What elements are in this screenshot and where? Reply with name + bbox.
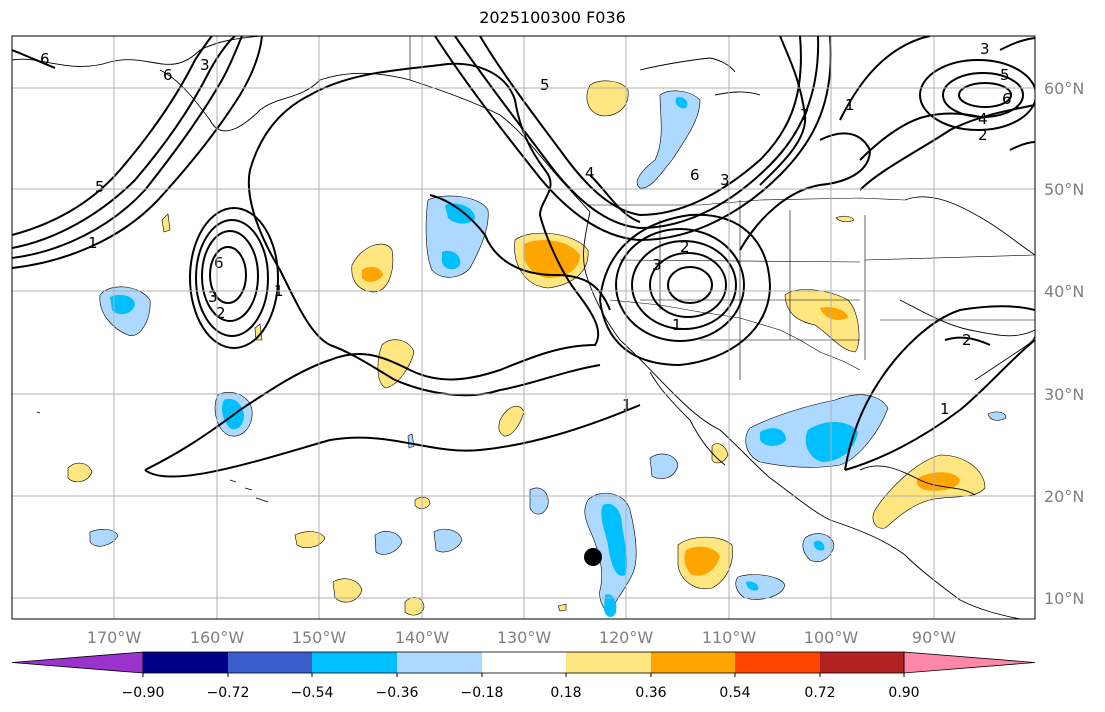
lon-label: 110°W bbox=[702, 628, 757, 647]
contour-label: 1 bbox=[940, 400, 950, 418]
map-title: 2025100300 F036 bbox=[479, 8, 626, 27]
contour-label: 2 bbox=[978, 126, 988, 144]
contour-label: 1 bbox=[622, 396, 632, 414]
colorbar-frame bbox=[142, 651, 905, 674]
colorbar-segment bbox=[735, 652, 820, 673]
colorbar-label: −0.18 bbox=[461, 685, 504, 701]
colorbar-label: 0.36 bbox=[635, 685, 666, 701]
lat-label: 60°N bbox=[1044, 79, 1084, 98]
colorbar-label: 0.18 bbox=[550, 685, 581, 701]
shaded-anomalies bbox=[67, 80, 1007, 618]
contour-label: 1 bbox=[672, 316, 682, 334]
contour-label: 5 bbox=[1000, 66, 1010, 84]
lon-label: 170°W bbox=[87, 628, 142, 647]
colorbar-label: 0.90 bbox=[888, 685, 919, 701]
contour-label: 4 bbox=[978, 110, 988, 128]
contour-label: 1 bbox=[88, 234, 98, 252]
gridlines bbox=[12, 36, 1035, 619]
lat-label: 20°N bbox=[1044, 487, 1084, 506]
lat-axis-labels: 60°N 50°N 40°N 30°N 20°N 10°N bbox=[1044, 79, 1084, 608]
lat-label: 50°N bbox=[1044, 180, 1084, 199]
colorbar-label: −0.90 bbox=[122, 685, 165, 701]
lon-label: 120°W bbox=[599, 628, 654, 647]
contour-label: 6 bbox=[1002, 90, 1012, 108]
colorbar-label: 0.72 bbox=[804, 685, 835, 701]
lat-label: 30°N bbox=[1044, 385, 1084, 404]
contour-label: 5 bbox=[95, 178, 105, 196]
contour-label: 6 bbox=[690, 166, 700, 184]
contour-label: 6 bbox=[163, 66, 173, 84]
lon-label: 90°W bbox=[912, 628, 956, 647]
colorbar-segment bbox=[397, 652, 482, 673]
lon-label: 160°W bbox=[190, 628, 245, 647]
colorbar: −0.90 −0.72 −0.54 −0.36 −0.18 0.18 0.36 0.54 0.7… bbox=[11, 651, 1036, 701]
lon-axis-labels: 170°W 160°W 150°W 140°W 130°W 120°W 110°… bbox=[87, 628, 956, 647]
colorbar-segment bbox=[228, 652, 312, 673]
contour-label: 7 bbox=[800, 106, 810, 124]
lon-label: 100°W bbox=[804, 628, 859, 647]
colorbar-segment bbox=[312, 652, 397, 673]
contour-label: 3 bbox=[208, 288, 218, 306]
lon-label: 130°W bbox=[497, 628, 552, 647]
contour-label: 6 bbox=[214, 254, 224, 272]
contour-label: 2 bbox=[216, 304, 226, 322]
contour-label: 3 bbox=[720, 171, 730, 189]
colorbar-label: 0.54 bbox=[719, 685, 750, 701]
contour-label: 2 bbox=[680, 238, 690, 256]
contour-lines bbox=[12, 36, 1035, 478]
contour-label: 3 bbox=[652, 256, 662, 274]
lat-label: 40°N bbox=[1044, 282, 1084, 301]
contour-label: 3 bbox=[200, 56, 210, 74]
contour-label: 5 bbox=[540, 76, 550, 94]
colorbar-segment bbox=[651, 652, 735, 673]
contour-label: 2 bbox=[962, 331, 972, 349]
plot-frame bbox=[11, 35, 1036, 620]
colorbar-label: −0.36 bbox=[376, 685, 419, 701]
lon-label: 150°W bbox=[292, 628, 347, 647]
colorbar-extend-high bbox=[903, 651, 1036, 674]
colorbar-label: −0.54 bbox=[291, 685, 334, 701]
lon-label: 140°W bbox=[395, 628, 450, 647]
borders bbox=[409, 36, 1035, 380]
contour-label: 4 bbox=[585, 164, 595, 182]
colorbar-segment bbox=[482, 652, 566, 673]
contour-label: 6 bbox=[40, 50, 50, 68]
colorbar-segment bbox=[566, 652, 651, 673]
colorbar-label: −0.72 bbox=[207, 685, 250, 701]
contour-label: 3 bbox=[980, 40, 990, 58]
location-marker bbox=[584, 548, 602, 566]
lat-label: 10°N bbox=[1044, 589, 1084, 608]
contour-label: 1 bbox=[845, 96, 855, 114]
colorbar-extend-low bbox=[11, 651, 144, 674]
colorbar-segment bbox=[820, 652, 904, 673]
colorbar-segment bbox=[143, 652, 228, 673]
